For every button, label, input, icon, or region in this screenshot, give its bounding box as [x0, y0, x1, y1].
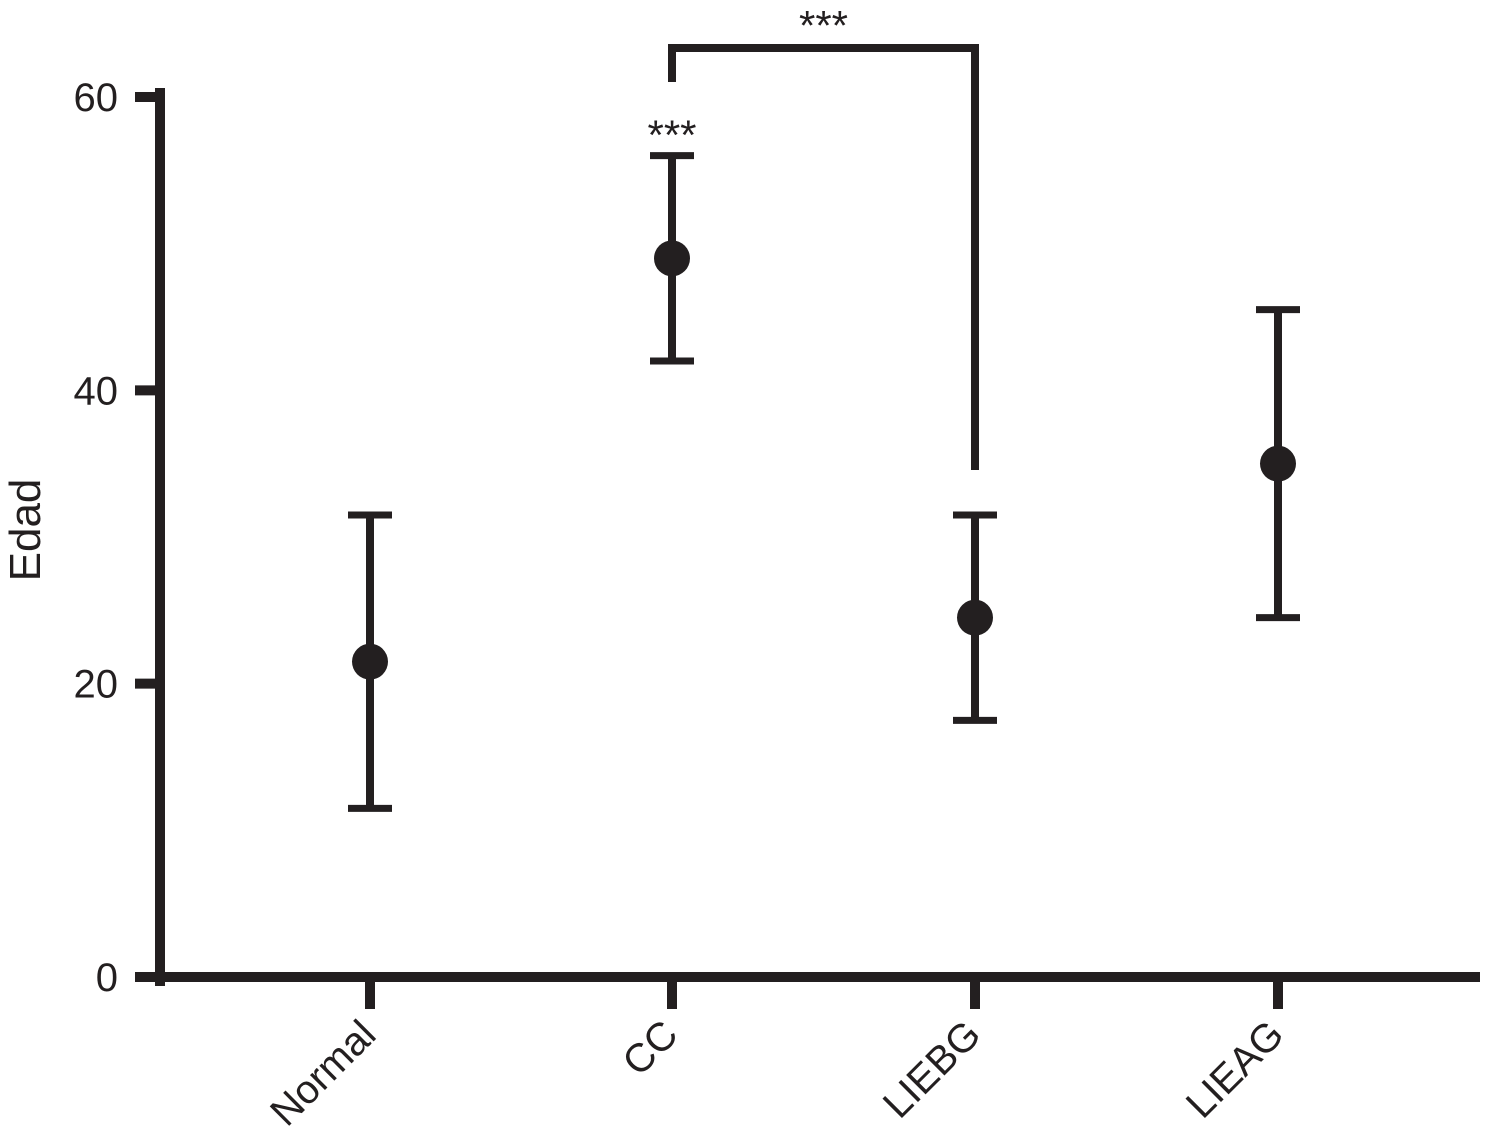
- y-tick-label-60: 60: [74, 76, 119, 120]
- y-tick-label-40: 40: [74, 369, 119, 413]
- mean-point-normal: [352, 643, 388, 680]
- y-axis-ticks: 0 20 40 60: [74, 76, 160, 1000]
- axes: [135, 88, 1480, 986]
- mean-point-cc: [654, 240, 690, 277]
- y-tick-label-20: 20: [74, 663, 119, 707]
- mean-point-liebg: [957, 599, 993, 636]
- y-axis-label: Edad: [1, 479, 50, 582]
- x-tick-label-liebg: LIEBG: [875, 1012, 989, 1126]
- x-tick-label-cc: CC: [614, 1012, 686, 1084]
- annotations: *** ***: [647, 2, 979, 470]
- mean-point-lieag: [1260, 445, 1296, 482]
- y-tick-label-0: 0: [96, 956, 118, 1000]
- significance-label-cc: ***: [647, 112, 696, 159]
- significance-label-bracket: ***: [799, 2, 848, 49]
- data-marks: [348, 152, 1300, 812]
- x-axis-ticks: Normal CC LIEBG LIEAG: [262, 977, 1292, 1135]
- x-tick-label-normal: Normal: [262, 1012, 384, 1134]
- x-tick-label-lieag: LIEAG: [1178, 1012, 1292, 1126]
- significance-bracket: [668, 44, 979, 470]
